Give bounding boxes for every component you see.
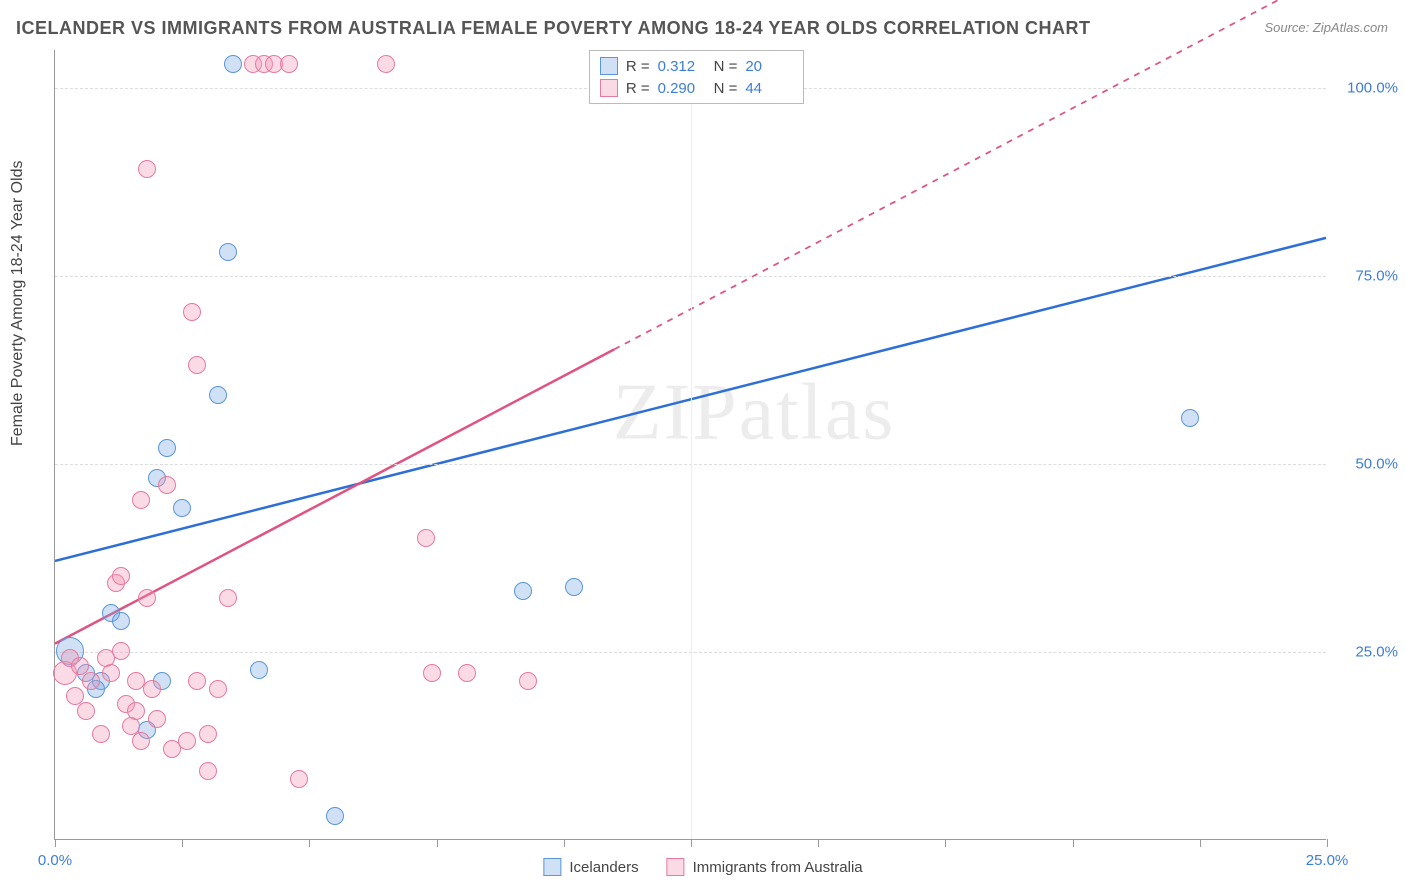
data-point-icelanders bbox=[1181, 409, 1199, 427]
data-point-immigrants bbox=[280, 55, 298, 73]
data-point-immigrants bbox=[188, 356, 206, 374]
data-point-immigrants bbox=[82, 672, 100, 690]
data-point-immigrants bbox=[132, 732, 150, 750]
source-attribution: Source: ZipAtlas.com bbox=[1264, 20, 1388, 35]
legend-swatch-immigrants bbox=[600, 79, 618, 97]
x-tick bbox=[1200, 839, 1201, 847]
data-point-icelanders bbox=[514, 582, 532, 600]
data-point-immigrants bbox=[519, 672, 537, 690]
data-point-icelanders bbox=[209, 386, 227, 404]
data-point-immigrants bbox=[127, 702, 145, 720]
data-point-immigrants bbox=[209, 680, 227, 698]
legend-swatch-icelanders bbox=[600, 57, 618, 75]
data-point-immigrants bbox=[178, 732, 196, 750]
n-value-immigrants: 44 bbox=[745, 80, 793, 97]
y-tick-label: 25.0% bbox=[1355, 643, 1398, 660]
x-tick bbox=[564, 839, 565, 847]
data-point-icelanders bbox=[158, 439, 176, 457]
r-label: R = bbox=[626, 58, 650, 75]
data-point-immigrants bbox=[92, 725, 110, 743]
x-tick bbox=[182, 839, 183, 847]
data-point-icelanders bbox=[112, 612, 130, 630]
data-point-immigrants bbox=[188, 672, 206, 690]
chart-plot-area: ZIPatlas R =0.312N =20R =0.290N =44 25.0… bbox=[54, 50, 1326, 840]
data-point-icelanders bbox=[326, 807, 344, 825]
data-point-immigrants bbox=[219, 589, 237, 607]
data-point-icelanders bbox=[173, 499, 191, 517]
x-tick-label: 25.0% bbox=[1306, 852, 1349, 869]
data-point-icelanders bbox=[250, 661, 268, 679]
data-point-immigrants bbox=[158, 476, 176, 494]
legend-item-immigrants: Immigrants from Australia bbox=[667, 858, 863, 876]
legend-stat-row-immigrants: R = 0.290 N = 44 bbox=[600, 77, 794, 99]
data-point-immigrants bbox=[102, 664, 120, 682]
x-tick bbox=[437, 839, 438, 847]
y-tick-label: 100.0% bbox=[1347, 79, 1398, 96]
data-point-icelanders bbox=[565, 578, 583, 596]
data-point-icelanders bbox=[219, 243, 237, 261]
legend-item-icelanders: Icelanders bbox=[543, 858, 638, 876]
correlation-legend: R = 0.312 N = 20 R = 0.290 N = 44 bbox=[589, 50, 805, 104]
legend-label-icelanders: Icelanders bbox=[569, 859, 638, 876]
legend-swatch-icelanders bbox=[543, 858, 561, 876]
y-axis-label: Female Poverty Among 18-24 Year Olds bbox=[9, 161, 27, 447]
r-value-immigrants: 0.290 bbox=[658, 80, 706, 97]
data-point-immigrants bbox=[417, 529, 435, 547]
series-legend: Icelanders Immigrants from Australia bbox=[543, 858, 862, 876]
x-tick bbox=[818, 839, 819, 847]
data-point-immigrants bbox=[143, 680, 161, 698]
n-label: N = bbox=[714, 58, 738, 75]
y-tick-label: 75.0% bbox=[1355, 267, 1398, 284]
x-tick bbox=[309, 839, 310, 847]
data-point-immigrants bbox=[458, 664, 476, 682]
x-tick bbox=[945, 839, 946, 847]
n-label: N = bbox=[714, 80, 738, 97]
data-point-immigrants bbox=[112, 642, 130, 660]
r-value-icelanders: 0.312 bbox=[658, 58, 706, 75]
y-tick-label: 50.0% bbox=[1355, 455, 1398, 472]
data-point-immigrants bbox=[199, 725, 217, 743]
x-tick bbox=[1073, 839, 1074, 847]
data-point-immigrants bbox=[112, 567, 130, 585]
data-point-immigrants bbox=[423, 664, 441, 682]
data-point-immigrants bbox=[377, 55, 395, 73]
x-tick-label: 0.0% bbox=[38, 852, 72, 869]
data-point-immigrants bbox=[183, 303, 201, 321]
data-point-immigrants bbox=[138, 160, 156, 178]
chart-title: ICELANDER VS IMMIGRANTS FROM AUSTRALIA F… bbox=[16, 18, 1091, 39]
data-point-icelanders bbox=[224, 55, 242, 73]
legend-stat-row-icelanders: R = 0.312 N = 20 bbox=[600, 55, 794, 77]
data-point-immigrants bbox=[199, 762, 217, 780]
data-point-immigrants bbox=[132, 491, 150, 509]
data-point-immigrants bbox=[148, 710, 166, 728]
x-tick bbox=[1327, 839, 1328, 847]
x-tick bbox=[55, 839, 56, 847]
x-tick bbox=[691, 839, 692, 847]
r-label: R = bbox=[626, 80, 650, 97]
legend-swatch-immigrants bbox=[667, 858, 685, 876]
legend-label-immigrants: Immigrants from Australia bbox=[693, 859, 863, 876]
n-value-icelanders: 20 bbox=[745, 58, 793, 75]
data-point-immigrants bbox=[138, 589, 156, 607]
data-point-immigrants bbox=[77, 702, 95, 720]
watermark: ZIPatlas bbox=[613, 367, 896, 458]
data-point-immigrants bbox=[290, 770, 308, 788]
